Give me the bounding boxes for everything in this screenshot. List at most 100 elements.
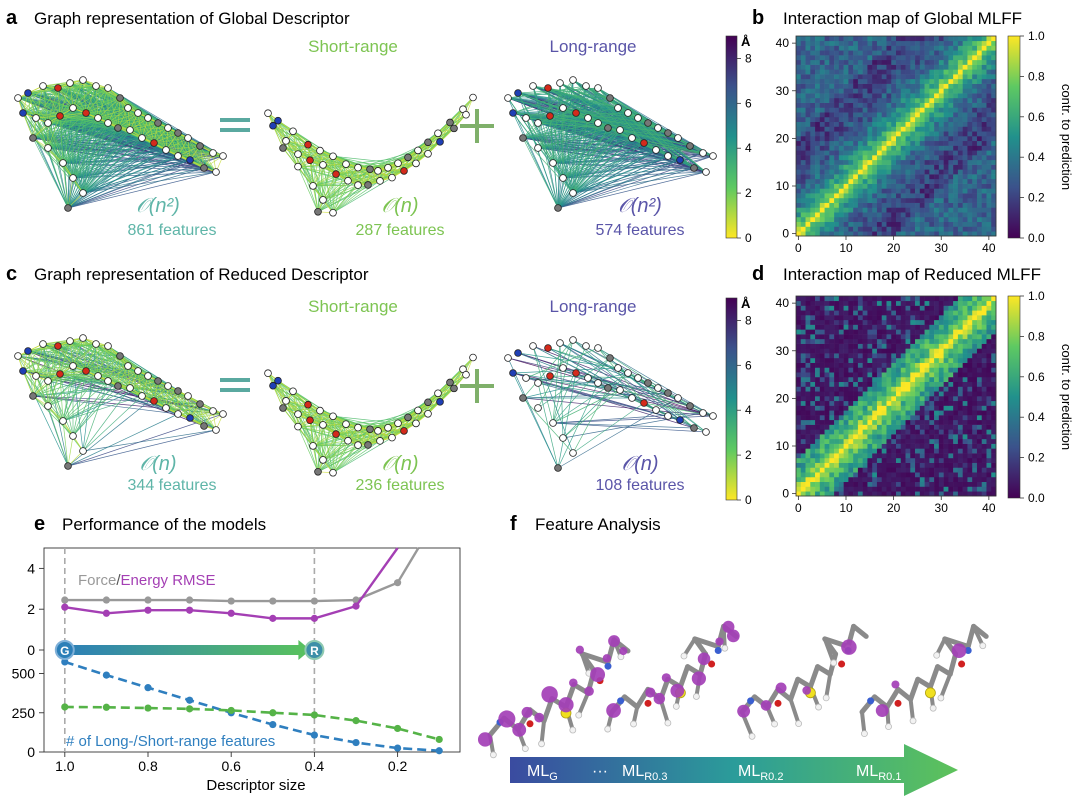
feature-sphere xyxy=(584,686,594,697)
atom-node xyxy=(138,392,146,400)
heatmap-y-tick: 0 xyxy=(782,227,789,241)
atom-node xyxy=(424,409,432,418)
atom-node xyxy=(529,82,537,90)
colorbar-tick-label: 0 xyxy=(745,231,752,245)
atom-node xyxy=(309,442,317,450)
atom-node xyxy=(634,114,642,122)
sulfur-atom xyxy=(925,687,936,699)
atom-node xyxy=(616,126,624,134)
y-tick-label: 250 xyxy=(12,705,36,721)
atom-node xyxy=(82,109,90,117)
atom-node xyxy=(104,342,112,350)
atom-node xyxy=(462,110,470,119)
panel-f-title: Feature Analysis xyxy=(535,515,661,534)
series-point xyxy=(269,597,277,605)
atom-node xyxy=(294,410,302,418)
atom-node xyxy=(314,208,322,216)
atom-node xyxy=(569,76,577,84)
colorbar-b-label: contr. to prediction xyxy=(1059,84,1074,190)
feature-sphere xyxy=(477,732,493,747)
atom-node xyxy=(582,342,590,350)
atom-node xyxy=(400,427,408,435)
atom-node xyxy=(19,109,27,117)
atom-node xyxy=(364,181,372,189)
marker-r-label: R xyxy=(310,644,319,658)
atom-node xyxy=(66,79,74,87)
atom-node xyxy=(174,387,182,395)
atom-node xyxy=(319,196,327,204)
atom-node xyxy=(674,134,682,142)
atom-node xyxy=(332,430,340,438)
atom-node xyxy=(414,146,422,155)
panel-a-mid-complexity: 𝒪(n) xyxy=(381,195,418,217)
atom-node xyxy=(174,410,182,418)
atom-node xyxy=(29,392,37,400)
atom-node xyxy=(554,464,562,472)
distance-colorbar-c: Å 0 2 4 6 8 xyxy=(725,296,752,507)
panel-b-title: Interaction map of Global MLFF xyxy=(783,9,1022,28)
atom-node xyxy=(66,337,74,345)
series-point xyxy=(310,711,318,719)
panel-c-short-label: Short-range xyxy=(308,297,398,316)
atom-node xyxy=(412,159,420,168)
atom-node xyxy=(294,422,302,431)
heatmap-global-axes: 0 10 20 30 40 0 10 20 30 40 xyxy=(776,36,996,255)
atom-node xyxy=(604,384,612,392)
colorbar-tick-label: 8 xyxy=(745,51,752,65)
atom-node xyxy=(388,173,396,182)
atom-node xyxy=(554,204,562,212)
atom-node xyxy=(628,394,636,402)
atom-node xyxy=(144,372,152,380)
atom-node xyxy=(549,419,557,427)
heatmap-y-tick: 20 xyxy=(776,391,790,405)
atom-node xyxy=(664,129,672,137)
panel-c-letter: c xyxy=(6,263,17,285)
panel-c: c Graph representation of Reduced Descri… xyxy=(6,263,752,507)
atom-node xyxy=(462,370,470,379)
atom-node xyxy=(450,124,458,133)
atom-node xyxy=(19,367,27,375)
atom-node xyxy=(54,84,62,92)
atom-node xyxy=(79,447,87,455)
panel-a-short-label: Short-range xyxy=(308,37,398,56)
atom-node xyxy=(264,109,272,117)
atom-node xyxy=(116,352,124,360)
atom-node xyxy=(134,367,142,375)
atom-node xyxy=(354,423,362,432)
atom-node xyxy=(138,134,146,142)
legend-rmse: Force/Energy RMSE xyxy=(78,572,216,589)
atom-node xyxy=(124,362,132,370)
atom-node xyxy=(640,399,648,407)
atom-node xyxy=(309,182,317,190)
panel-a-letter: a xyxy=(6,7,18,29)
series-line xyxy=(64,547,420,603)
panel-a-right-count: 574 features xyxy=(596,222,685,239)
feature-sphere xyxy=(534,712,545,723)
atom-node xyxy=(624,109,632,117)
atom-node xyxy=(509,369,517,377)
atom-node xyxy=(514,89,522,97)
heatmap-x-tick: 10 xyxy=(839,241,853,255)
series-point xyxy=(269,720,277,729)
panel-a-left-complexity: 𝒪(n²) xyxy=(136,195,180,217)
heatmap-global xyxy=(796,36,997,237)
atom-node xyxy=(644,119,652,127)
panel-a-long-label: Long-range xyxy=(550,37,637,56)
atom-node xyxy=(699,409,707,417)
graph-a-global xyxy=(14,76,227,212)
atom-node xyxy=(92,82,100,90)
atom-node xyxy=(424,138,432,147)
atom-node xyxy=(702,428,710,436)
atom-node xyxy=(329,468,337,477)
atom-node xyxy=(654,384,662,392)
atom-node xyxy=(316,146,324,155)
colorbar-tick-label: 2 xyxy=(745,448,752,462)
heatmap-y-tick: 10 xyxy=(776,439,790,453)
atom-node xyxy=(664,389,672,397)
atom-node xyxy=(614,104,622,112)
atom-node xyxy=(150,397,158,405)
molecule-series xyxy=(477,620,989,759)
atom-node xyxy=(126,384,134,392)
atom-node xyxy=(702,168,710,176)
atom-node xyxy=(652,406,660,414)
